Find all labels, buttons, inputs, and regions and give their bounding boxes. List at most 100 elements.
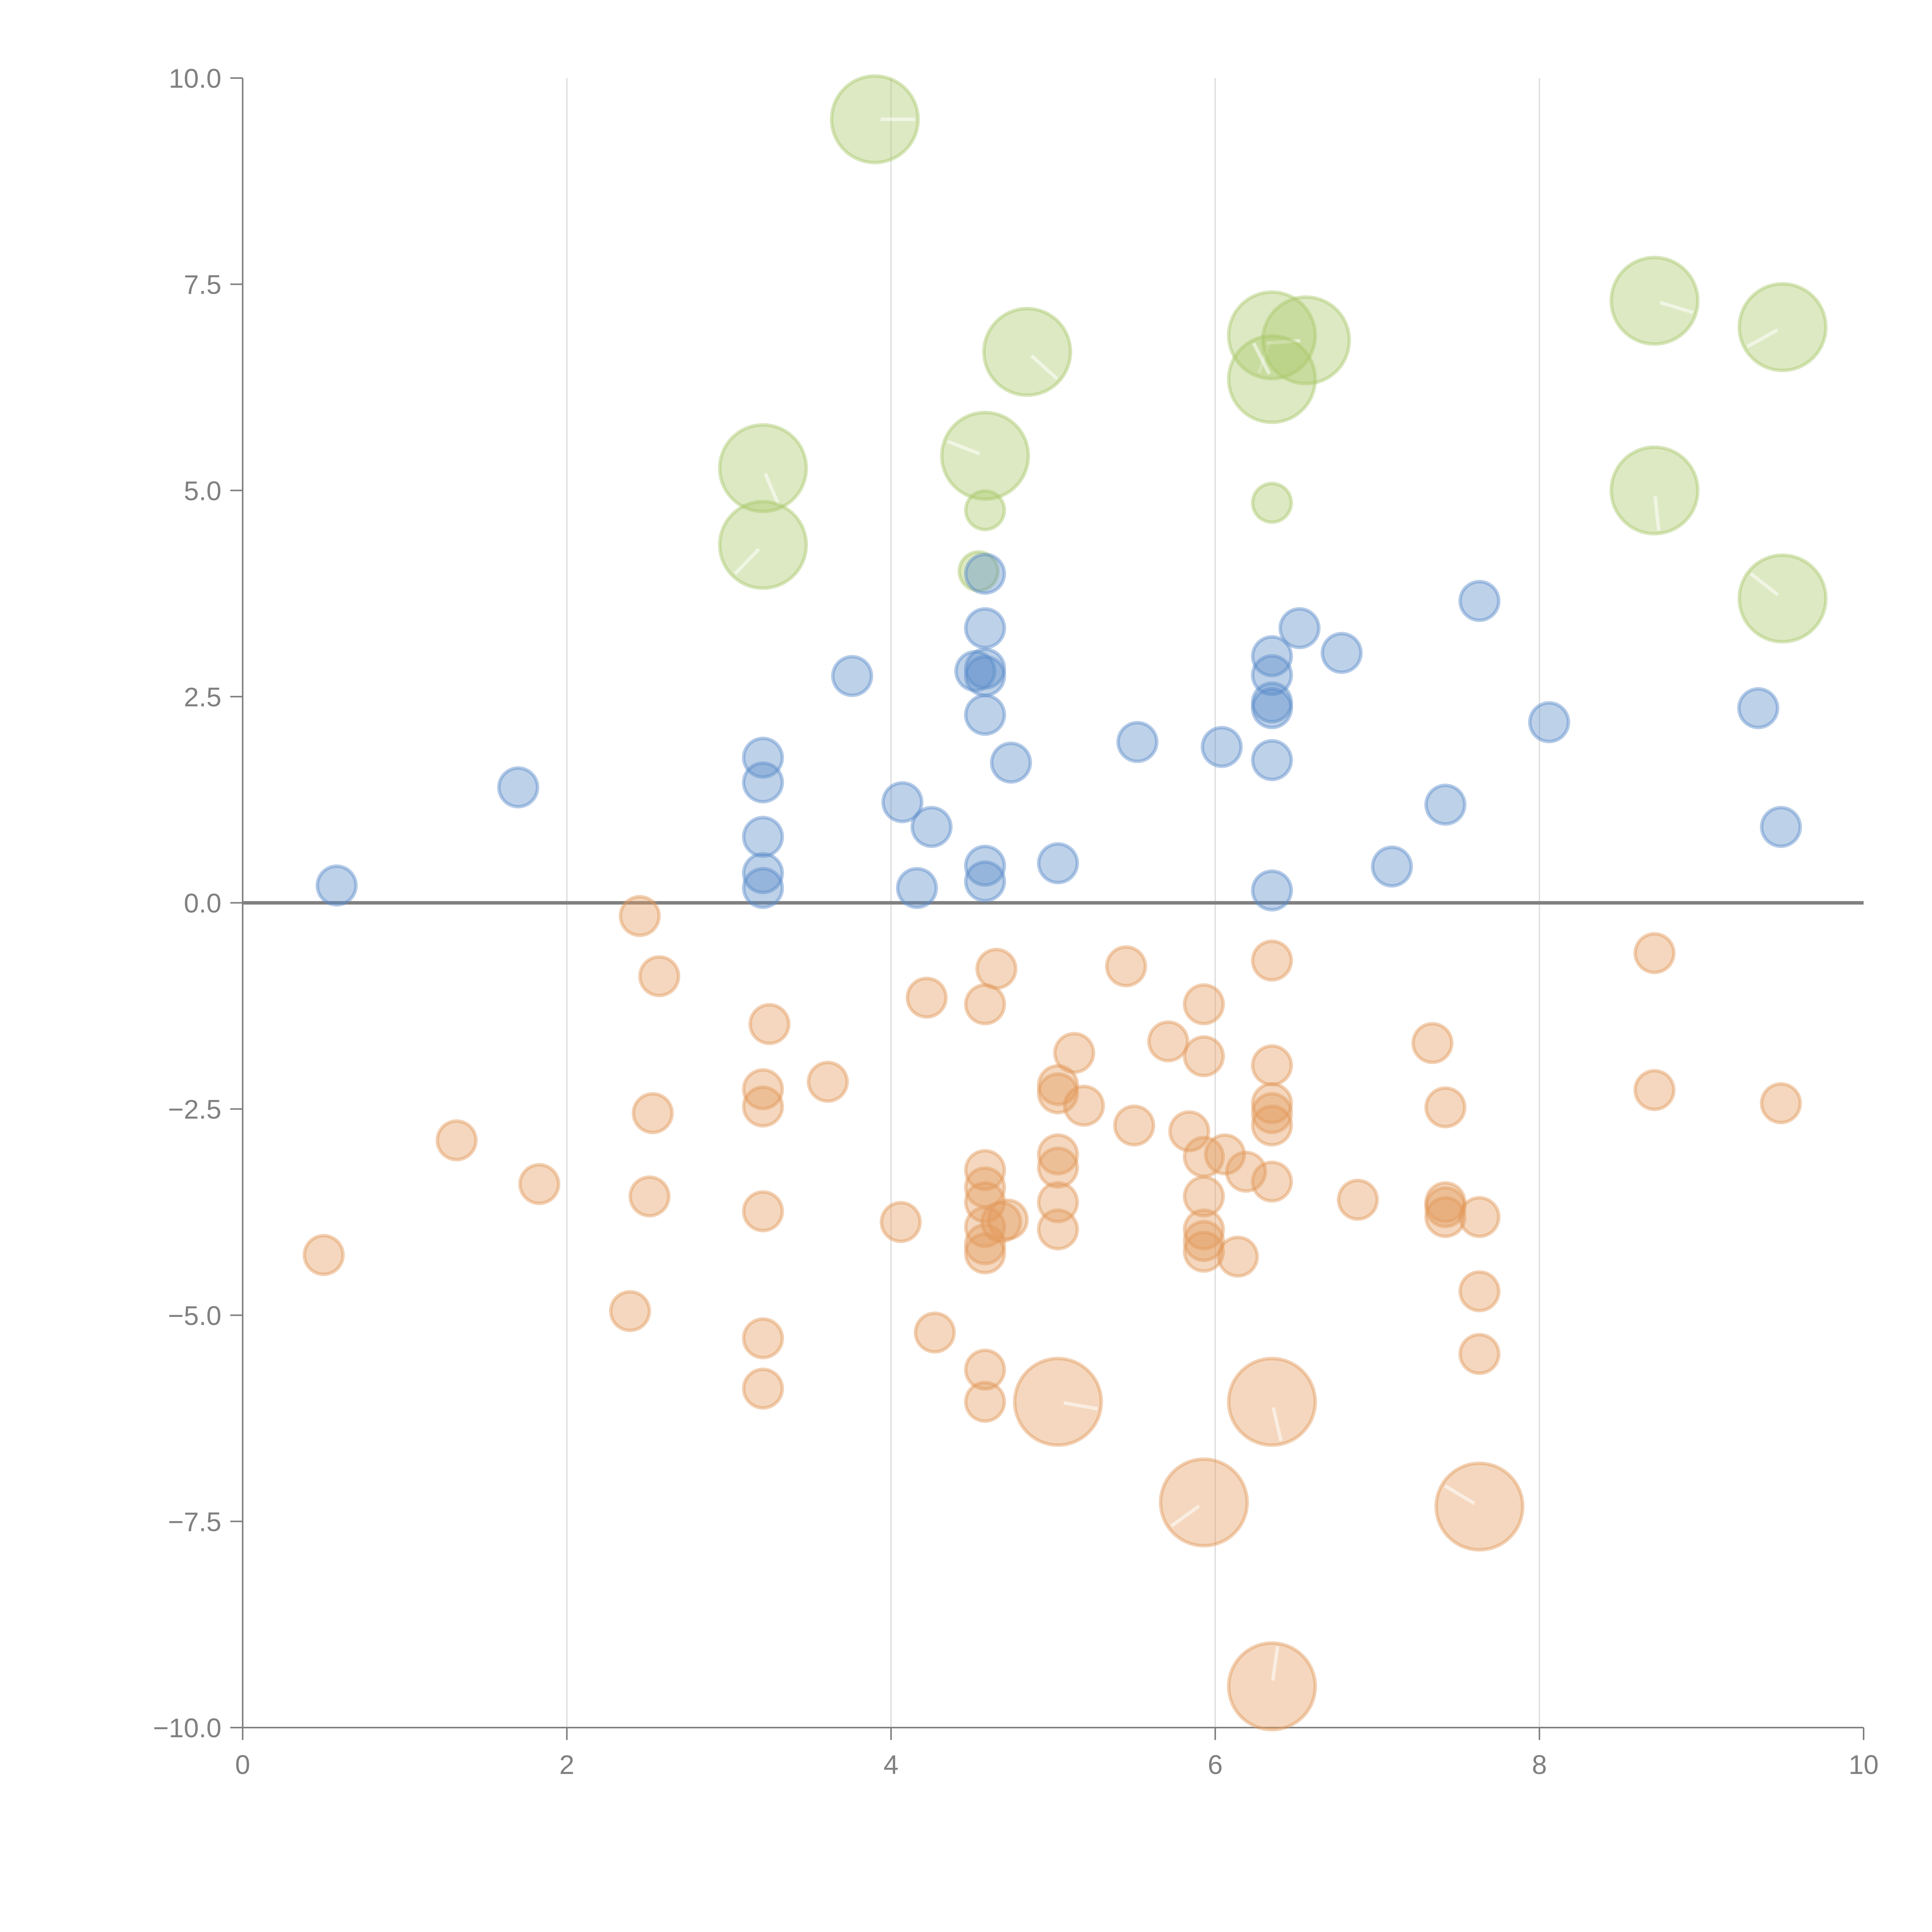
point-green-1 — [718, 423, 808, 514]
point-green-7 — [1227, 290, 1317, 381]
point-orange-6 — [435, 1119, 478, 1162]
point-blue-29 — [1278, 607, 1321, 650]
point-blue-23 — [1251, 635, 1293, 677]
point-blue-12 — [964, 607, 1006, 650]
point-orange-46 — [1183, 1208, 1225, 1251]
point-orange-3 — [742, 1068, 784, 1111]
bubble-spoke-green-7 — [1257, 340, 1272, 374]
point-blue-18 — [964, 844, 1006, 887]
point-blue-17 — [990, 742, 1032, 784]
point-orange-68 — [1633, 1069, 1676, 1111]
point-blue-14 — [964, 647, 1006, 690]
point-orange-14 — [742, 1367, 784, 1410]
y-tick-label: 10.0 — [169, 63, 221, 94]
point-blue-3 — [742, 761, 784, 804]
point-orange-59 — [1411, 1022, 1454, 1064]
point-orange-52 — [1251, 939, 1293, 982]
bubble-spoke-green-9 — [1252, 342, 1271, 375]
x-tick-label: 10 — [1849, 1750, 1879, 1780]
point-orange-0 — [619, 895, 661, 937]
point-blue-25 — [1251, 681, 1293, 724]
point-orange-23 — [964, 1206, 1006, 1248]
point-orange-50 — [1217, 1235, 1259, 1278]
point-orange-8 — [518, 1163, 561, 1205]
x-tick-label: 4 — [884, 1750, 899, 1780]
point-orange-2 — [748, 1003, 791, 1045]
data-points — [303, 74, 1828, 1731]
point-blue-36 — [1760, 806, 1802, 848]
point-blue-4 — [742, 816, 784, 858]
y-tick-label: −5.0 — [168, 1301, 221, 1331]
point-orange-48 — [1183, 1230, 1225, 1273]
point-green-0 — [830, 74, 920, 165]
point-blue-33 — [1458, 580, 1501, 622]
point-blue-19 — [964, 860, 1006, 903]
bubble-spoke-green-8 — [1265, 339, 1301, 345]
point-blue-5 — [742, 852, 784, 895]
bubble-spoke-orange-74 — [1271, 1646, 1279, 1681]
point-orange-49 — [1204, 1133, 1246, 1176]
point-orange-63 — [1424, 1196, 1467, 1238]
point-orange-33 — [1063, 1085, 1105, 1127]
point-orange-25 — [964, 1232, 1006, 1275]
point-orange-71 — [1227, 1357, 1317, 1447]
x-tick-label: 0 — [235, 1750, 250, 1780]
y-tick-label: −2.5 — [168, 1094, 221, 1124]
point-orange-67 — [1633, 932, 1676, 975]
point-orange-60 — [1424, 1086, 1467, 1129]
point-orange-53 — [1251, 1044, 1293, 1087]
point-green-3 — [940, 411, 1030, 501]
point-blue-35 — [1737, 687, 1779, 730]
point-green-6 — [982, 307, 1072, 397]
point-orange-61 — [1424, 1181, 1467, 1223]
point-orange-34 — [1037, 1133, 1079, 1176]
y-tick-label: −10.0 — [153, 1713, 221, 1743]
point-orange-40 — [1147, 1020, 1189, 1063]
point-orange-20 — [964, 1149, 1006, 1191]
point-blue-30 — [1320, 632, 1363, 674]
point-orange-5 — [806, 1061, 849, 1103]
point-orange-45 — [1183, 1175, 1225, 1218]
point-blue-7 — [831, 655, 873, 697]
point-orange-17 — [913, 1311, 956, 1354]
point-blue-15 — [964, 655, 1006, 697]
point-blue-16 — [964, 694, 1006, 736]
point-blue-13 — [954, 650, 997, 692]
y-tick-label: 2.5 — [184, 682, 221, 712]
point-blue-20 — [1037, 842, 1079, 884]
point-orange-9 — [628, 1175, 671, 1218]
bubble-spoke-orange-70 — [1063, 1401, 1098, 1411]
y-tick-label: 7.5 — [184, 270, 221, 300]
bubble-spoke-orange-73 — [1444, 1484, 1476, 1505]
point-orange-27 — [986, 1198, 1029, 1241]
point-orange-57 — [1251, 1160, 1293, 1203]
point-orange-55 — [1251, 1092, 1293, 1134]
point-orange-32 — [1053, 1032, 1095, 1074]
point-green-8 — [1261, 295, 1351, 386]
point-blue-32 — [1424, 783, 1467, 826]
point-orange-22 — [964, 1181, 1006, 1223]
y-tick-label: −7.5 — [168, 1507, 221, 1537]
point-orange-30 — [1037, 1064, 1079, 1106]
point-orange-39 — [1113, 1104, 1155, 1147]
point-orange-29 — [964, 1381, 1006, 1423]
point-blue-34 — [1528, 701, 1570, 743]
point-orange-28 — [964, 1349, 1006, 1391]
bubble-spoke-green-3 — [947, 440, 980, 456]
point-orange-36 — [1037, 1181, 1079, 1223]
point-orange-66 — [1458, 1333, 1501, 1375]
point-orange-13 — [742, 1317, 784, 1360]
point-orange-7 — [631, 1092, 674, 1134]
bubble-spoke-orange-71 — [1271, 1407, 1283, 1442]
y-tick-label: 5.0 — [184, 476, 221, 506]
point-blue-31 — [1371, 845, 1413, 888]
point-orange-24 — [964, 1223, 1006, 1265]
point-blue-10 — [896, 867, 938, 909]
point-blue-22 — [1201, 726, 1243, 768]
point-green-14 — [1737, 553, 1828, 644]
point-orange-65 — [1458, 1270, 1501, 1313]
point-orange-18 — [964, 983, 1006, 1026]
point-orange-69 — [1760, 1082, 1802, 1124]
point-blue-27 — [1251, 739, 1293, 781]
